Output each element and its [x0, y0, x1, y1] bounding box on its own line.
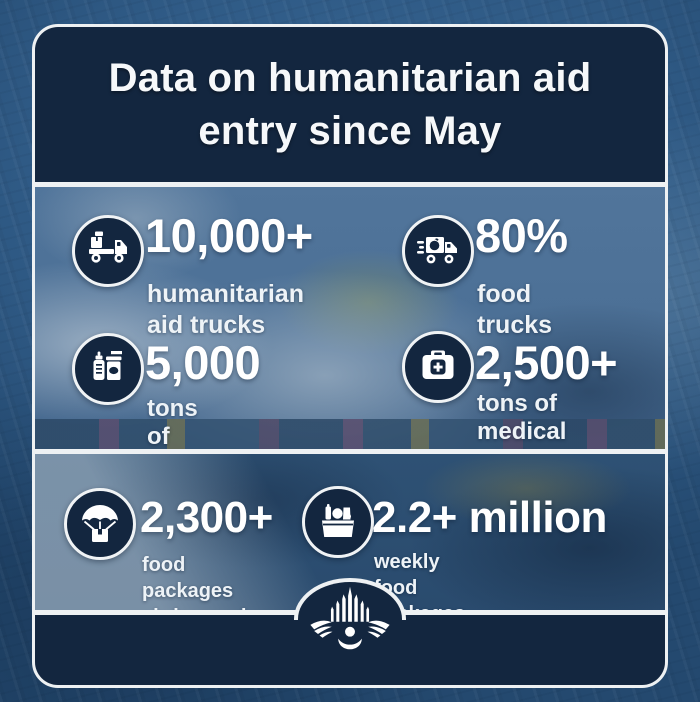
stat-value: 80%: [475, 209, 568, 262]
stat-caption: food trucks: [477, 280, 553, 339]
stat-value: 2,300+: [140, 493, 273, 542]
food-basket-icon: [302, 486, 374, 558]
title-section: Data on humanitarian aid entry since May: [35, 27, 665, 182]
stat-caption: tons of baby food: [147, 395, 198, 449]
truck-photo-strip: [35, 419, 665, 449]
infographic-card: Data on humanitarian aid entry since May…: [32, 24, 668, 688]
airdrop-icon: [64, 488, 136, 560]
stat-caption: tons of medical equipment: [477, 390, 598, 449]
stat-value: 2.2+ million: [372, 493, 607, 542]
stat-caption: humanitarian aid trucks: [147, 280, 304, 339]
stat-value: 2,500+: [475, 336, 618, 389]
footer-band: [35, 578, 665, 685]
stat-value: 10,000+: [145, 209, 313, 262]
page-title: Data on humanitarian aid entry since May: [108, 55, 592, 153]
medical-kit-icon: [402, 331, 474, 403]
aid-truck-icon: [72, 215, 144, 287]
stat-value: 5,000: [145, 336, 261, 389]
winged-mosque-emblem-icon: [310, 586, 390, 650]
baby-food-icon: [72, 333, 144, 405]
stat-caption: food packages airdropped by 12 countries: [142, 554, 246, 610]
stat-caption: weekly food packages for families at the…: [374, 551, 465, 610]
food-truck-icon: [402, 215, 474, 287]
stats-panel-bottom: 2,300+ food packages airdropped by 12 co…: [35, 454, 665, 610]
stats-panel-top: 10,000+ humanitarian aid trucks: [35, 187, 665, 449]
